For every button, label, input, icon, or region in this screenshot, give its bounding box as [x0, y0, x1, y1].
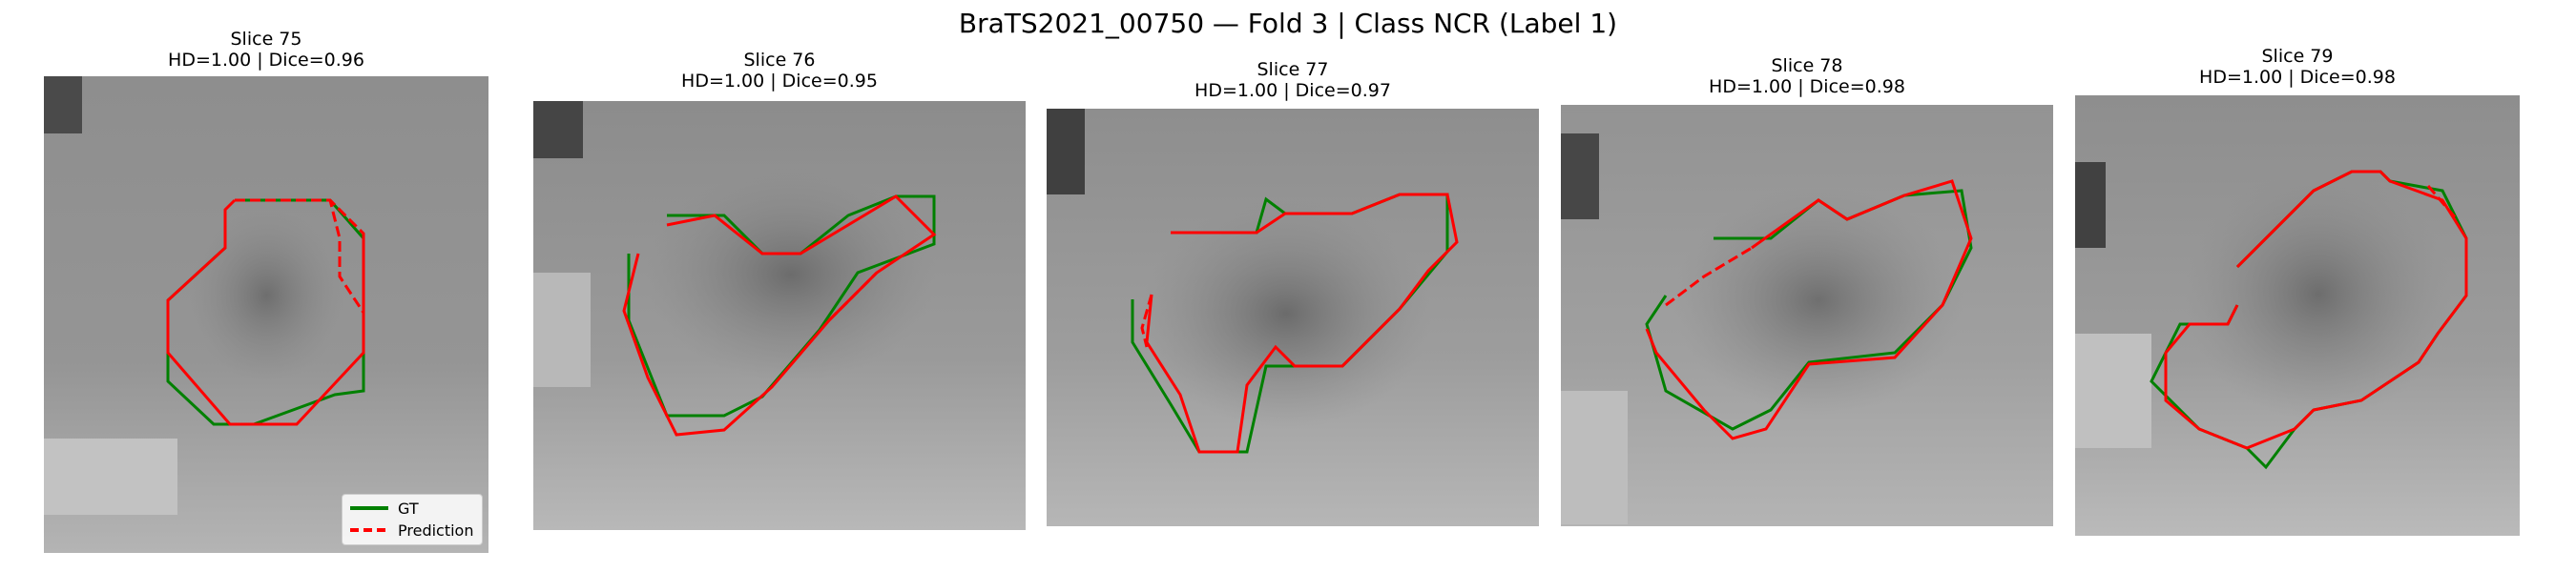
panel-metrics: HD=1.00 | Dice=0.96 — [168, 50, 364, 71]
panel-slice-79: Slice 79 HD=1.00 | Dice=0.98 — [2075, 44, 2520, 536]
mri-slice-image — [1561, 105, 2053, 526]
panel-slice-77: Slice 77 HD=1.00 | Dice=0.97 — [1047, 57, 1539, 526]
panel-metrics: HD=1.00 | Dice=0.98 — [2199, 67, 2396, 88]
mri-slice-svg — [1047, 109, 1539, 526]
panel-metrics: HD=1.00 | Dice=0.95 — [681, 71, 878, 92]
mri-slice-svg — [44, 76, 488, 553]
dark-corner — [1561, 133, 1599, 219]
panel-title: Slice 77 — [1257, 59, 1329, 80]
prediction-contour-main — [166, 198, 365, 426]
prediction-dashed-segment — [1665, 246, 1753, 307]
dark-corner — [2075, 162, 2106, 248]
prediction-contour — [2164, 170, 2468, 450]
tumor-core-region — [610, 168, 972, 435]
mri-slice-svg — [533, 101, 1026, 530]
legend-gt-label: GT — [398, 499, 419, 518]
bright-region — [533, 273, 591, 387]
mri-slice-svg — [1561, 105, 2053, 526]
panel-title: Slice 75 — [230, 29, 302, 50]
legend: GT Prediction — [342, 494, 483, 545]
tumor-core-region — [1123, 185, 1485, 471]
legend-prediction-label: Prediction — [398, 521, 474, 540]
legend-item-gt: GT — [350, 499, 419, 518]
tumor-core-region — [2151, 153, 2485, 467]
gt-line-swatch — [350, 506, 388, 510]
panel-metrics: HD=1.00 | Dice=0.97 — [1195, 80, 1391, 101]
bright-region — [44, 439, 177, 515]
panel-metrics: HD=1.00 | Dice=0.98 — [1709, 76, 1905, 97]
bright-region — [2075, 334, 2151, 448]
mri-slice-image — [44, 76, 488, 553]
mri-slice-image — [2075, 95, 2520, 536]
tumor-core-region — [1637, 172, 2000, 458]
prediction-dashed-segment — [827, 271, 879, 322]
figure-title: BraTS2021_00750 — Fold 3 | Class NCR (La… — [958, 8, 1618, 39]
panel-slice-75: Slice 75 HD=1.00 | Dice=0.96 GT — [44, 27, 488, 553]
bright-region — [1561, 391, 1628, 524]
dark-corner — [533, 101, 583, 158]
prediction-contour — [1145, 193, 1459, 454]
panel-title: Slice 78 — [1771, 55, 1843, 76]
panel-slice-78: Slice 78 HD=1.00 | Dice=0.98 — [1561, 53, 2053, 526]
prediction-line-swatch — [350, 528, 388, 532]
panel-title: Slice 79 — [2261, 46, 2334, 67]
panel-slice-76: Slice 76 HD=1.00 | Dice=0.95 — [533, 48, 1026, 530]
mri-slice-image — [1047, 109, 1539, 526]
tumor-core-region — [168, 172, 387, 419]
gt-contour — [1131, 193, 1449, 454]
dark-corner — [1047, 109, 1085, 194]
mri-slice-svg — [2075, 95, 2520, 536]
legend-item-prediction: Prediction — [350, 521, 473, 540]
mri-slice-image — [533, 101, 1026, 530]
prediction-contour — [1645, 179, 1973, 440]
prediction-dashed-segment — [2426, 185, 2459, 220]
panel-title: Slice 76 — [743, 50, 816, 71]
dark-corner — [44, 76, 82, 133]
prediction-dashed-segment — [1140, 294, 1153, 348]
